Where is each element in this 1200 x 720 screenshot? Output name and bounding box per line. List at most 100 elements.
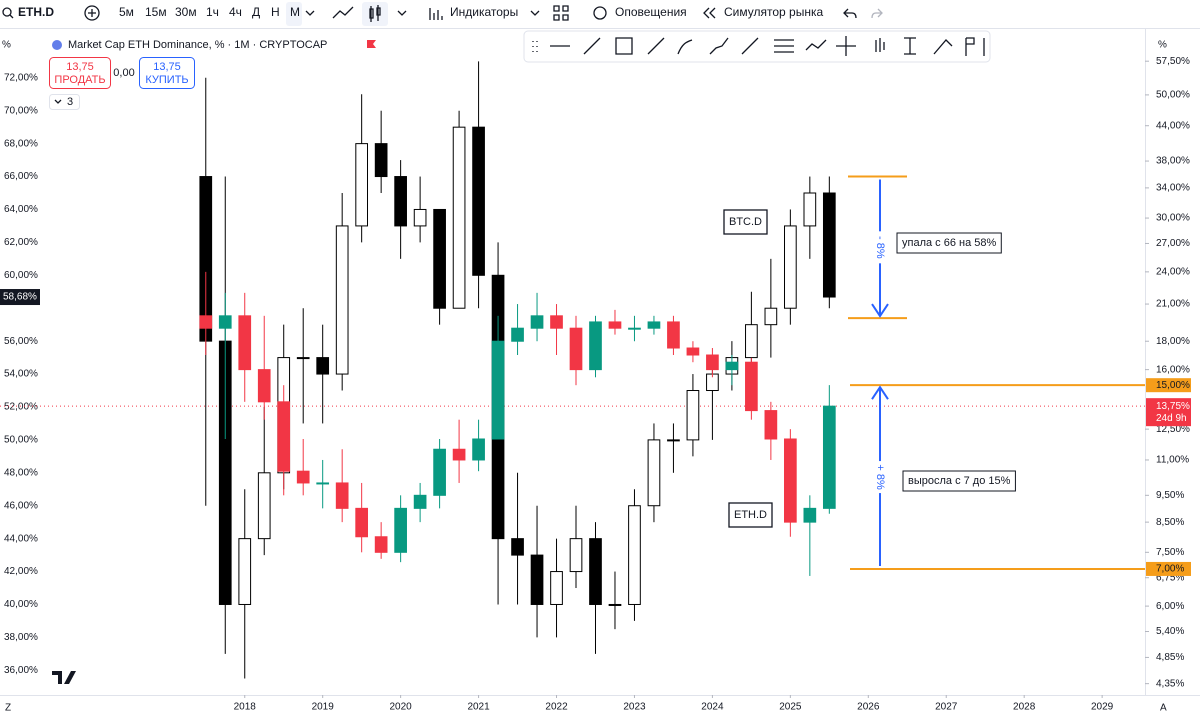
alerts-button[interactable]: Оповещения [615, 5, 687, 19]
x-tick-label: 2021 [467, 702, 490, 713]
y-tick-label: 36,00% [4, 665, 38, 676]
interval-button[interactable]: М [290, 5, 300, 19]
candle-body [472, 438, 485, 461]
y2-tick-label: 6,75% [1156, 572, 1184, 583]
candle-body [822, 192, 836, 298]
indicators-button[interactable]: Индикаторы [450, 5, 518, 19]
flag[interactable] [367, 40, 376, 48]
buy-button[interactable] [139, 57, 195, 89]
candle-body [784, 225, 797, 309]
candle-body [764, 307, 778, 326]
timezone-button[interactable]: Z [5, 703, 11, 714]
sell-button[interactable] [49, 57, 111, 89]
dropdown[interactable] [530, 10, 540, 16]
candle-body [667, 321, 680, 349]
legend-title[interactable]: Market Cap ETH Dominance, % · 1M · CRYPT… [68, 39, 327, 51]
price-tag [1146, 398, 1191, 427]
candle-body [218, 315, 232, 329]
y2-tick-label: 7,50% [1156, 547, 1184, 558]
interval-button[interactable]: 1ч [206, 5, 219, 19]
arrow-label-bg [873, 461, 887, 494]
y-tick-label: 68,00% [4, 138, 38, 149]
interval-button[interactable]: Д [252, 5, 260, 19]
search-icon[interactable] [2, 7, 12, 17]
interval-button[interactable]: 4ч [229, 5, 242, 19]
dropdown[interactable] [397, 10, 407, 16]
candle-body [296, 470, 310, 484]
y2-tick-label: 9,50% [1156, 490, 1184, 501]
drawing-tools[interactable] [550, 36, 985, 56]
annotation-text: упала с 66 на 58% [902, 237, 996, 249]
y-tick-label: 72,00% [4, 72, 38, 83]
y2-tick-label: 50,00% [1156, 90, 1190, 101]
interval-button[interactable]: 15м [145, 5, 167, 19]
x-tick-label: 2018 [234, 702, 257, 713]
y-tick-label: 60,00% [4, 270, 38, 281]
price-tag-label: 13,75% [1156, 401, 1190, 412]
interval-active[interactable] [286, 2, 302, 26]
y2-tick-label: 4,35% [1156, 678, 1184, 689]
dropdown[interactable] [305, 10, 315, 16]
y-tick-label: 50,00% [4, 435, 38, 446]
undo[interactable] [843, 8, 857, 19]
redo[interactable] [871, 8, 883, 19]
auto-scale-button[interactable]: A [1160, 703, 1167, 714]
level-price-tag [1146, 561, 1191, 576]
candle-body [589, 538, 602, 605]
add-symbol[interactable] [84, 5, 100, 21]
candle-body [608, 321, 622, 329]
candle-body [589, 321, 602, 371]
y2-tick-label: 11,00% [1156, 455, 1189, 466]
chart-style-active[interactable] [362, 2, 388, 26]
interval-button[interactable]: 5м [119, 5, 134, 19]
x-tick-label: 2024 [701, 702, 724, 713]
tv-logo[interactable] [52, 671, 76, 684]
replay-button[interactable]: Симулятор рынка [724, 5, 823, 19]
symbol[interactable]: ETH.D [18, 5, 54, 19]
y-tick-label: 52,00% [4, 402, 38, 413]
candle-body [257, 369, 271, 403]
arrow-label: - 8% [874, 236, 886, 259]
y2-tick-label: 8,50% [1156, 517, 1184, 528]
y2-tick-label: 57,50% [1156, 56, 1190, 67]
y-tick-label: 54,00% [4, 369, 38, 380]
y-tick-label: 70,00% [4, 105, 38, 116]
collapse-button[interactable] [49, 94, 80, 110]
candle-body [433, 448, 446, 496]
chart-style-line[interactable] [332, 6, 354, 19]
candle-body [491, 340, 505, 440]
replay-icon [703, 7, 716, 19]
sell-label: ПРОДАТЬ [54, 74, 105, 86]
toolbar [0, 0, 1200, 28]
annotation-box [902, 470, 1016, 492]
candle-body [511, 327, 524, 342]
candle-body [316, 357, 330, 375]
annotation-box [896, 232, 1002, 254]
candle-body [355, 507, 369, 538]
y2-tick-label: 24,00% [1156, 267, 1190, 278]
y2-tick-label: 34,00% [1156, 183, 1190, 194]
candle-body [822, 405, 836, 509]
y-unit: % [2, 40, 11, 51]
interval-button[interactable]: Н [271, 5, 280, 19]
candle-body [452, 448, 466, 461]
candle-body [257, 472, 271, 540]
level-price-label: 15,00% [1156, 380, 1190, 391]
y-tick-label: 42,00% [4, 566, 38, 577]
level-price-label: 7,00% [1156, 564, 1184, 575]
interval-button[interactable]: 30м [175, 5, 197, 19]
layout-icon[interactable] [553, 5, 569, 21]
candle-body [374, 536, 388, 553]
drag-handle[interactable] [532, 41, 538, 52]
alert-icon [593, 6, 607, 20]
price-tag-countdown: 24d 9h [1156, 413, 1187, 424]
series-name-box [728, 502, 773, 528]
buy-label: КУПИТЬ [145, 74, 188, 86]
candle-body [238, 315, 252, 371]
candle-body [803, 507, 817, 523]
candle-body [296, 357, 310, 360]
y-tick-label: 56,00% [4, 336, 38, 347]
x-tick-label: 2019 [312, 702, 335, 713]
x-tick-label: 2023 [623, 702, 646, 713]
candle-body [550, 571, 563, 605]
